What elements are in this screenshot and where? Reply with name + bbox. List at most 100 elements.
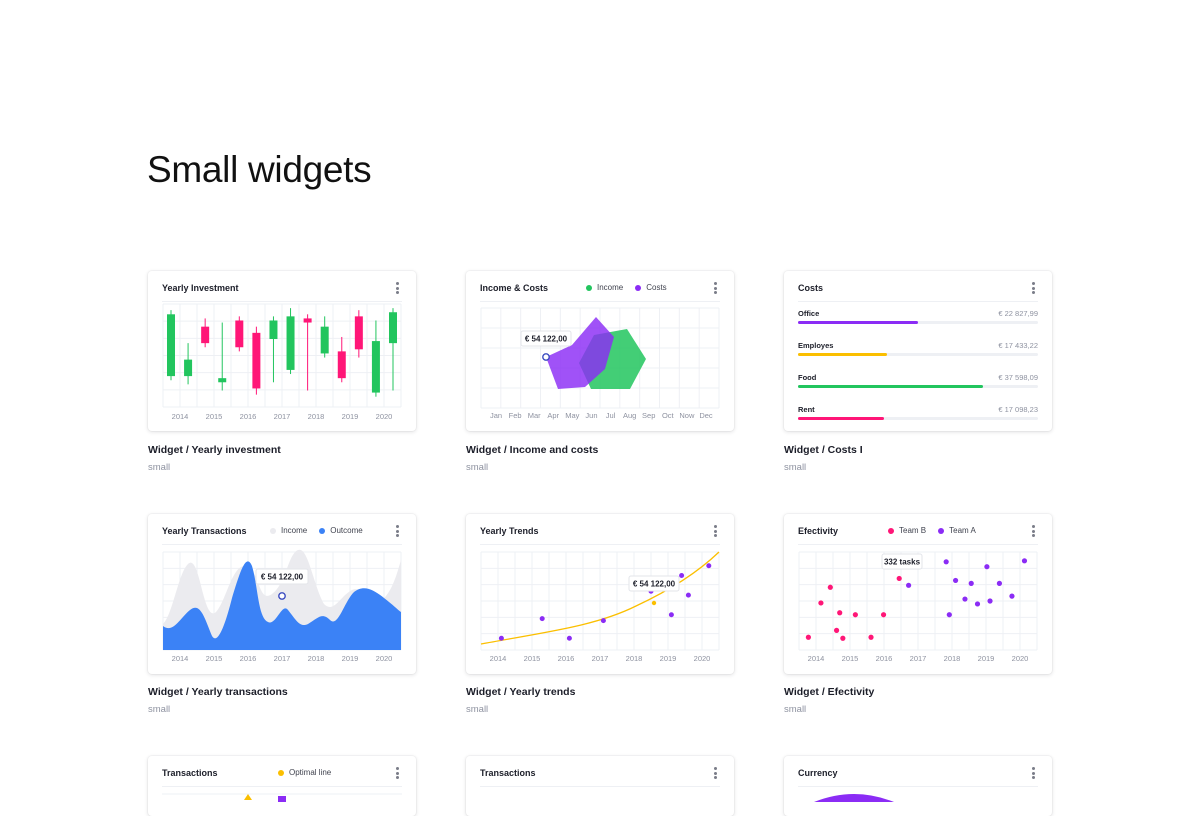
data-point — [880, 612, 887, 618]
candle-body — [337, 351, 346, 379]
x-tick-label: 2015 — [206, 412, 223, 421]
x-tick-label: 2016 — [240, 654, 257, 663]
donut-chart-preview — [814, 794, 894, 802]
widget-costs[interactable]: Costs Office € 22 827,99 Employes € 17 433,… — [784, 271, 1052, 431]
data-point — [968, 580, 974, 586]
data-point — [833, 627, 840, 633]
x-tick-label: 2020 — [694, 654, 711, 663]
cost-row: Rent € 17 098,23 — [798, 405, 1038, 427]
x-tick-label: Aug — [623, 411, 636, 420]
tooltip-value: € 54 122,00 — [525, 335, 568, 344]
data-point — [818, 600, 824, 606]
legend-label: Team A — [949, 526, 976, 535]
widget-title: Income & Costs — [480, 283, 549, 293]
widget-size-label: small — [784, 704, 807, 715]
more-options-icon[interactable] — [1032, 525, 1036, 538]
widget-transactions-optimal[interactable]: Transactions Optimal line — [148, 756, 416, 816]
data-point — [685, 592, 691, 598]
x-tick-label: 2018 — [308, 412, 325, 421]
widget-title: Yearly Transactions — [162, 526, 247, 536]
widget-size-label: small — [148, 462, 171, 473]
widget-title: Yearly Trends — [480, 526, 539, 536]
legend-dot-team-a — [938, 527, 945, 534]
x-tick-label: Dec — [699, 411, 713, 420]
legend-item: Outcome — [319, 526, 363, 535]
candle-body — [252, 332, 261, 389]
widget-caption: Widget / Efectivity — [784, 686, 875, 698]
tooltip-value: 332 tasks — [884, 558, 921, 567]
divider — [162, 301, 402, 302]
cost-progress-track — [798, 321, 1038, 324]
more-options-icon[interactable] — [714, 767, 718, 780]
more-options-icon[interactable] — [396, 767, 400, 780]
widget-title: Transactions — [162, 768, 218, 778]
x-tick-label: 2018 — [308, 654, 325, 663]
tooltip-box — [628, 575, 680, 592]
x-tick-label: 2020 — [376, 412, 393, 421]
x-tick-label: 2017 — [274, 412, 291, 421]
cost-row: Food € 37 598,09 — [798, 373, 1038, 395]
more-options-icon[interactable] — [396, 282, 400, 295]
divider — [798, 786, 1038, 787]
candle-body — [269, 320, 278, 340]
data-point — [539, 616, 545, 622]
cost-value: € 17 098,23 — [998, 405, 1038, 414]
chart-legend: Team B Team A — [888, 526, 976, 535]
candle-body — [167, 314, 175, 377]
x-tick-label: 2020 — [1012, 654, 1029, 663]
candle-body — [389, 312, 397, 344]
cost-progress-track — [798, 385, 1038, 388]
legend-label: Costs — [646, 283, 667, 292]
candle-body — [354, 316, 363, 350]
x-tick-label: Mar — [528, 411, 541, 420]
legend-item: Income — [586, 283, 623, 292]
data-point — [668, 612, 674, 618]
grid — [480, 551, 720, 651]
cost-progress-fill — [798, 321, 918, 324]
x-tick-label: 2019 — [660, 654, 677, 663]
widget-yearly-transactions[interactable]: Yearly Transactions Income Outcome € 54 … — [148, 514, 416, 674]
donut-arc — [814, 794, 894, 802]
x-tick-label: 2014 — [172, 654, 189, 663]
x-tick-label: 2015 — [842, 654, 859, 663]
legend-dot-outcome — [319, 527, 326, 534]
widget-yearly-investment[interactable]: Yearly Investment 2014 2015 2016 2017 2018 20… — [148, 271, 416, 431]
more-options-icon[interactable] — [714, 525, 718, 538]
highlight-point — [542, 353, 550, 361]
legend-label: Optimal line — [289, 768, 332, 777]
widget-income-costs[interactable]: Income & Costs Income Costs € 54 122,00 J… — [466, 271, 734, 431]
cost-label: Food — [798, 373, 817, 382]
widget-caption: Widget / Yearly investment — [148, 444, 281, 456]
x-tick-label: 2015 — [206, 654, 223, 663]
data-point — [827, 584, 833, 590]
cost-label: Employes — [798, 341, 834, 350]
more-options-icon[interactable] — [714, 282, 718, 295]
data-point — [852, 612, 858, 618]
widget-yearly-trends[interactable]: Yearly Trends € 54 122,00 2014 2015 2016 201… — [466, 514, 734, 674]
widget-transactions[interactable]: Transactions — [466, 756, 734, 816]
widget-efectivity[interactable]: Efectivity Team B Team A 332 tasks 2014 20… — [784, 514, 1052, 674]
chart-preview — [162, 793, 402, 802]
more-options-icon[interactable] — [1032, 767, 1036, 780]
tooltip: € 54 122,00 — [628, 575, 680, 592]
data-point — [498, 635, 504, 641]
cost-label: Office — [798, 309, 820, 318]
page-title: Small widgets — [147, 149, 372, 190]
widget-currency[interactable]: Currency — [784, 756, 1052, 816]
tooltip: € 54 122,00 — [520, 330, 572, 347]
x-tick-label: Jan — [490, 411, 502, 420]
more-options-icon[interactable] — [396, 525, 400, 538]
candle-body — [218, 378, 227, 383]
cost-row: Office € 22 827,99 — [798, 309, 1038, 331]
x-tick-label: 2017 — [592, 654, 609, 663]
data-point — [706, 563, 712, 569]
x-tick-label: 2014 — [808, 654, 825, 663]
highlight-point — [651, 600, 657, 606]
x-tick-label: Jul — [606, 411, 616, 420]
divider — [480, 786, 720, 787]
more-options-icon[interactable] — [1032, 282, 1036, 295]
widget-caption: Widget / Costs I — [784, 444, 863, 456]
data-point — [943, 559, 949, 565]
data-point — [868, 634, 874, 640]
cost-value: € 22 827,99 — [998, 309, 1038, 318]
